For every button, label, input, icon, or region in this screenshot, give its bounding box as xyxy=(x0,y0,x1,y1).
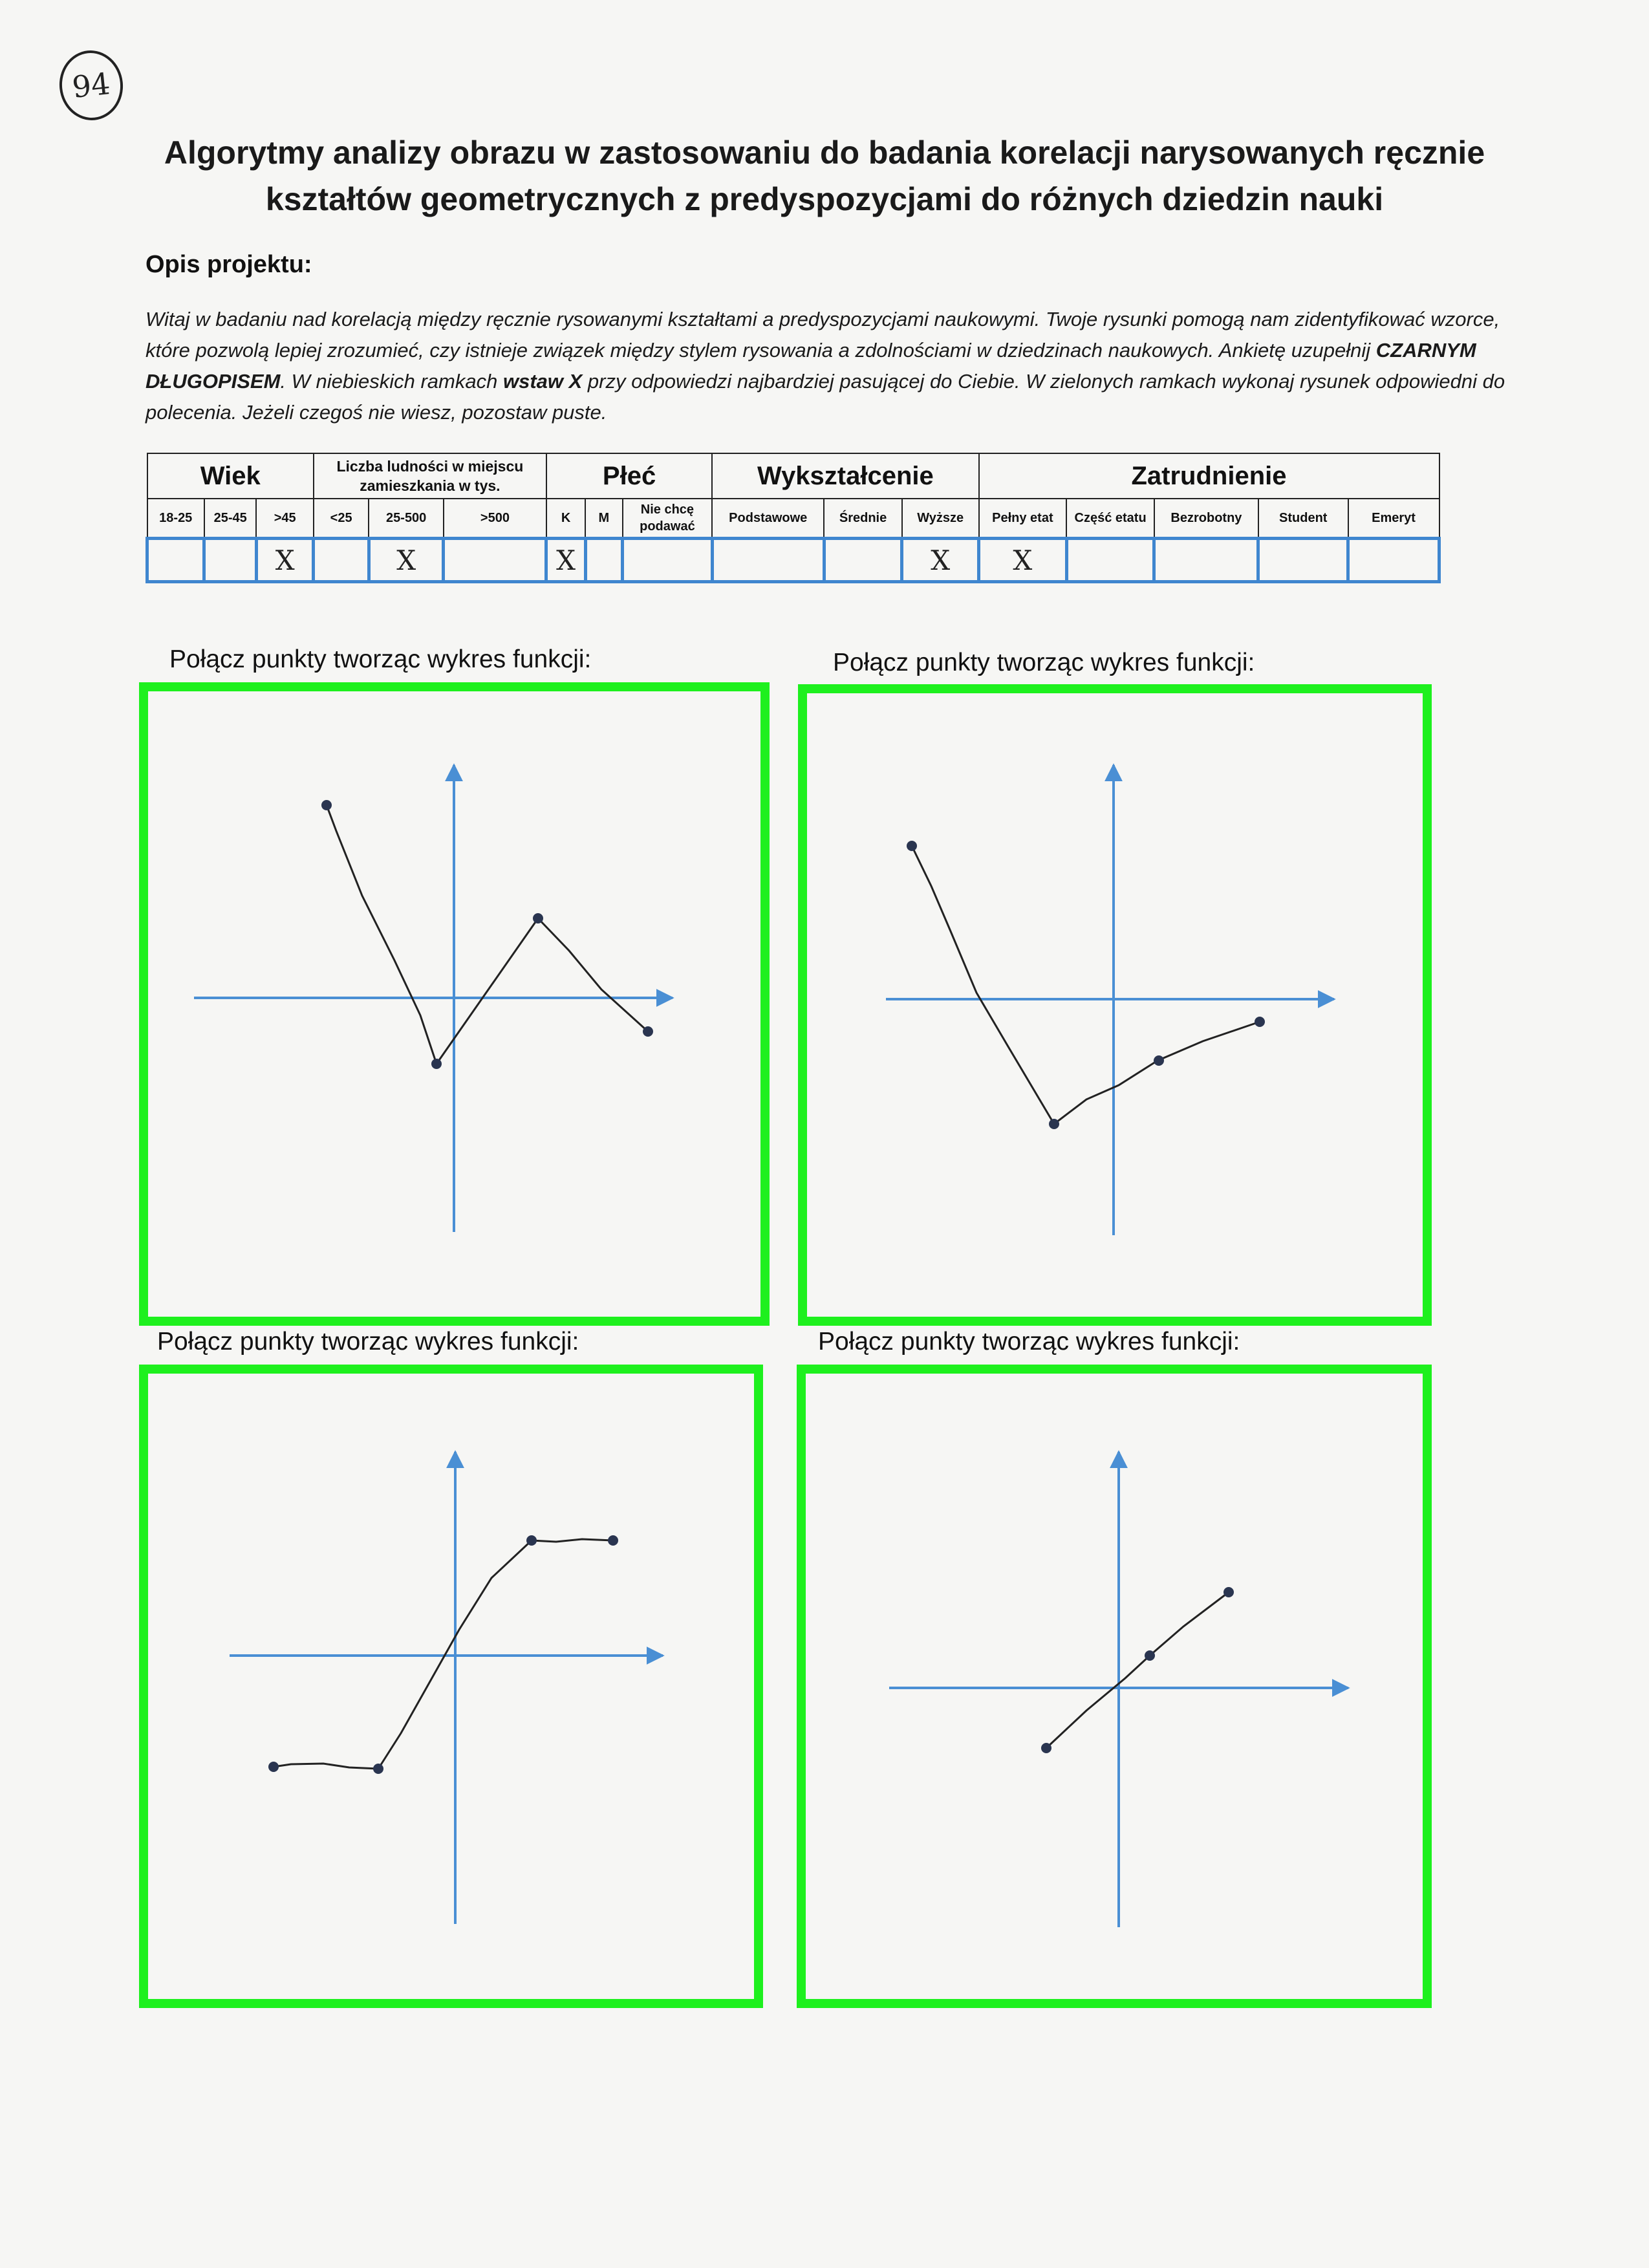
group-education: Wykształcenie xyxy=(711,453,980,499)
answer-box-emp-part-time[interactable] xyxy=(1064,537,1156,583)
answer-box-age-18-25[interactable] xyxy=(145,537,206,583)
option-emp-full-time: Pełny etat xyxy=(978,498,1068,539)
panel-1-point xyxy=(533,913,543,923)
option-edu-basic: Podstawowe xyxy=(711,498,825,539)
drawing-area-2[interactable] xyxy=(798,684,1432,1326)
option-sex-undisclosed: Nie chcę podawać xyxy=(621,498,713,539)
panel-2-curve xyxy=(907,841,1265,1129)
group-employment: Zatrudnienie xyxy=(978,453,1440,499)
survey-table: Wiek Liczba ludności w miejscu zamieszka… xyxy=(145,453,1441,583)
description-heading: Opis projektu: xyxy=(146,251,312,278)
drawing-area-4[interactable] xyxy=(797,1365,1432,2008)
panel-4-axes xyxy=(889,1450,1350,1927)
answer-box-edu-secondary[interactable] xyxy=(822,537,904,583)
option-pop-over-500: >500 xyxy=(442,498,547,539)
panel-3-point xyxy=(268,1762,279,1772)
panel-4-point xyxy=(1041,1743,1051,1753)
panel-2-point xyxy=(1154,1055,1164,1066)
panel-4-point xyxy=(1223,1587,1234,1597)
option-emp-part-time: Część etatu xyxy=(1066,498,1155,539)
title-line-2: kształtów geometrycznych z predyspozycja… xyxy=(265,181,1384,217)
option-pop-25-500: 25-500 xyxy=(368,498,444,539)
answer-box-pop-under-25[interactable] xyxy=(312,537,371,583)
option-age-over-45: >45 xyxy=(255,498,314,539)
panel-1-point xyxy=(643,1026,653,1037)
panel-3-point xyxy=(608,1535,618,1546)
option-emp-unemployed: Bezrobotny xyxy=(1153,498,1259,539)
option-age-25-45: 25-45 xyxy=(203,498,257,539)
option-edu-higher: Wyższe xyxy=(901,498,980,539)
group-population: Liczba ludności w miejscu zamieszkania w… xyxy=(312,453,547,499)
answer-box-edu-higher[interactable]: X xyxy=(900,537,981,583)
panel-3-point xyxy=(373,1764,383,1774)
panel-3-axes xyxy=(230,1450,665,1924)
option-emp-student: Student xyxy=(1257,498,1349,539)
option-edu-secondary: Średnie xyxy=(823,498,903,539)
description-text: Witaj w badaniu nad korelacją między ręc… xyxy=(146,304,1529,428)
answer-box-age-over-45[interactable]: X xyxy=(254,537,316,583)
answer-box-sex-undisclosed[interactable] xyxy=(621,537,714,583)
page-title: Algorytmy analizy obrazu w zastosowaniu … xyxy=(129,129,1520,222)
panel-4-curve xyxy=(1041,1587,1234,1753)
option-sex-k: K xyxy=(545,498,587,539)
panel-1-point xyxy=(431,1059,442,1069)
description-bold-insert-x: wstaw X xyxy=(502,370,583,393)
answer-box-pop-over-500[interactable] xyxy=(442,537,548,583)
panel-1-point xyxy=(321,800,332,810)
panel-2-point xyxy=(1049,1119,1059,1129)
description-bold-pen: CZARNYM DŁUGOPISEM xyxy=(146,339,1476,393)
answer-box-age-25-45[interactable] xyxy=(202,537,258,583)
panel-2-label: Połącz punkty tworząc wykres funkcji: xyxy=(833,649,1255,676)
panel-4-label: Połącz punkty tworząc wykres funkcji: xyxy=(818,1328,1240,1355)
answer-box-sex-m[interactable] xyxy=(583,537,625,583)
panel-3-label: Połącz punkty tworząc wykres funkcji: xyxy=(157,1328,579,1355)
description-part-2: . W niebieskich ramkach xyxy=(280,370,503,393)
option-emp-retired: Emeryt xyxy=(1347,498,1440,539)
panel-2-point xyxy=(1255,1017,1265,1027)
answer-box-edu-basic[interactable] xyxy=(710,537,826,583)
drawing-area-3[interactable] xyxy=(139,1365,763,2008)
panel-1-label: Połącz punkty tworząc wykres funkcji: xyxy=(169,645,592,673)
description-part-1: Witaj w badaniu nad korelacją między ręc… xyxy=(146,308,1500,362)
answer-box-emp-unemployed[interactable] xyxy=(1152,537,1260,583)
answer-box-pop-25-500[interactable]: X xyxy=(367,537,446,583)
title-line-1: Algorytmy analizy obrazu w zastosowaniu … xyxy=(164,135,1485,171)
answer-box-sex-k[interactable]: X xyxy=(544,537,587,583)
group-age: Wiek xyxy=(146,453,314,499)
answer-box-emp-student[interactable] xyxy=(1256,537,1350,583)
answer-box-emp-retired[interactable] xyxy=(1346,537,1441,583)
panel-1-axes xyxy=(194,763,674,1232)
drawing-area-1[interactable] xyxy=(139,682,770,1326)
option-age-18-25: 18-25 xyxy=(146,498,205,539)
panel-3-curve xyxy=(268,1535,618,1774)
group-sex: Płeć xyxy=(545,453,713,499)
panel-4-point xyxy=(1145,1650,1155,1661)
option-sex-m: M xyxy=(585,498,623,539)
panel-2-point xyxy=(907,841,917,851)
answer-box-emp-full-time[interactable]: X xyxy=(977,537,1068,583)
option-pop-under-25: <25 xyxy=(312,498,370,539)
description-part-3: przy odpowiedzi najbardziej pasującej do… xyxy=(146,370,1505,424)
panel-3-point xyxy=(526,1535,537,1546)
panel-2-axes xyxy=(886,763,1336,1235)
panel-1-curve xyxy=(321,800,653,1069)
